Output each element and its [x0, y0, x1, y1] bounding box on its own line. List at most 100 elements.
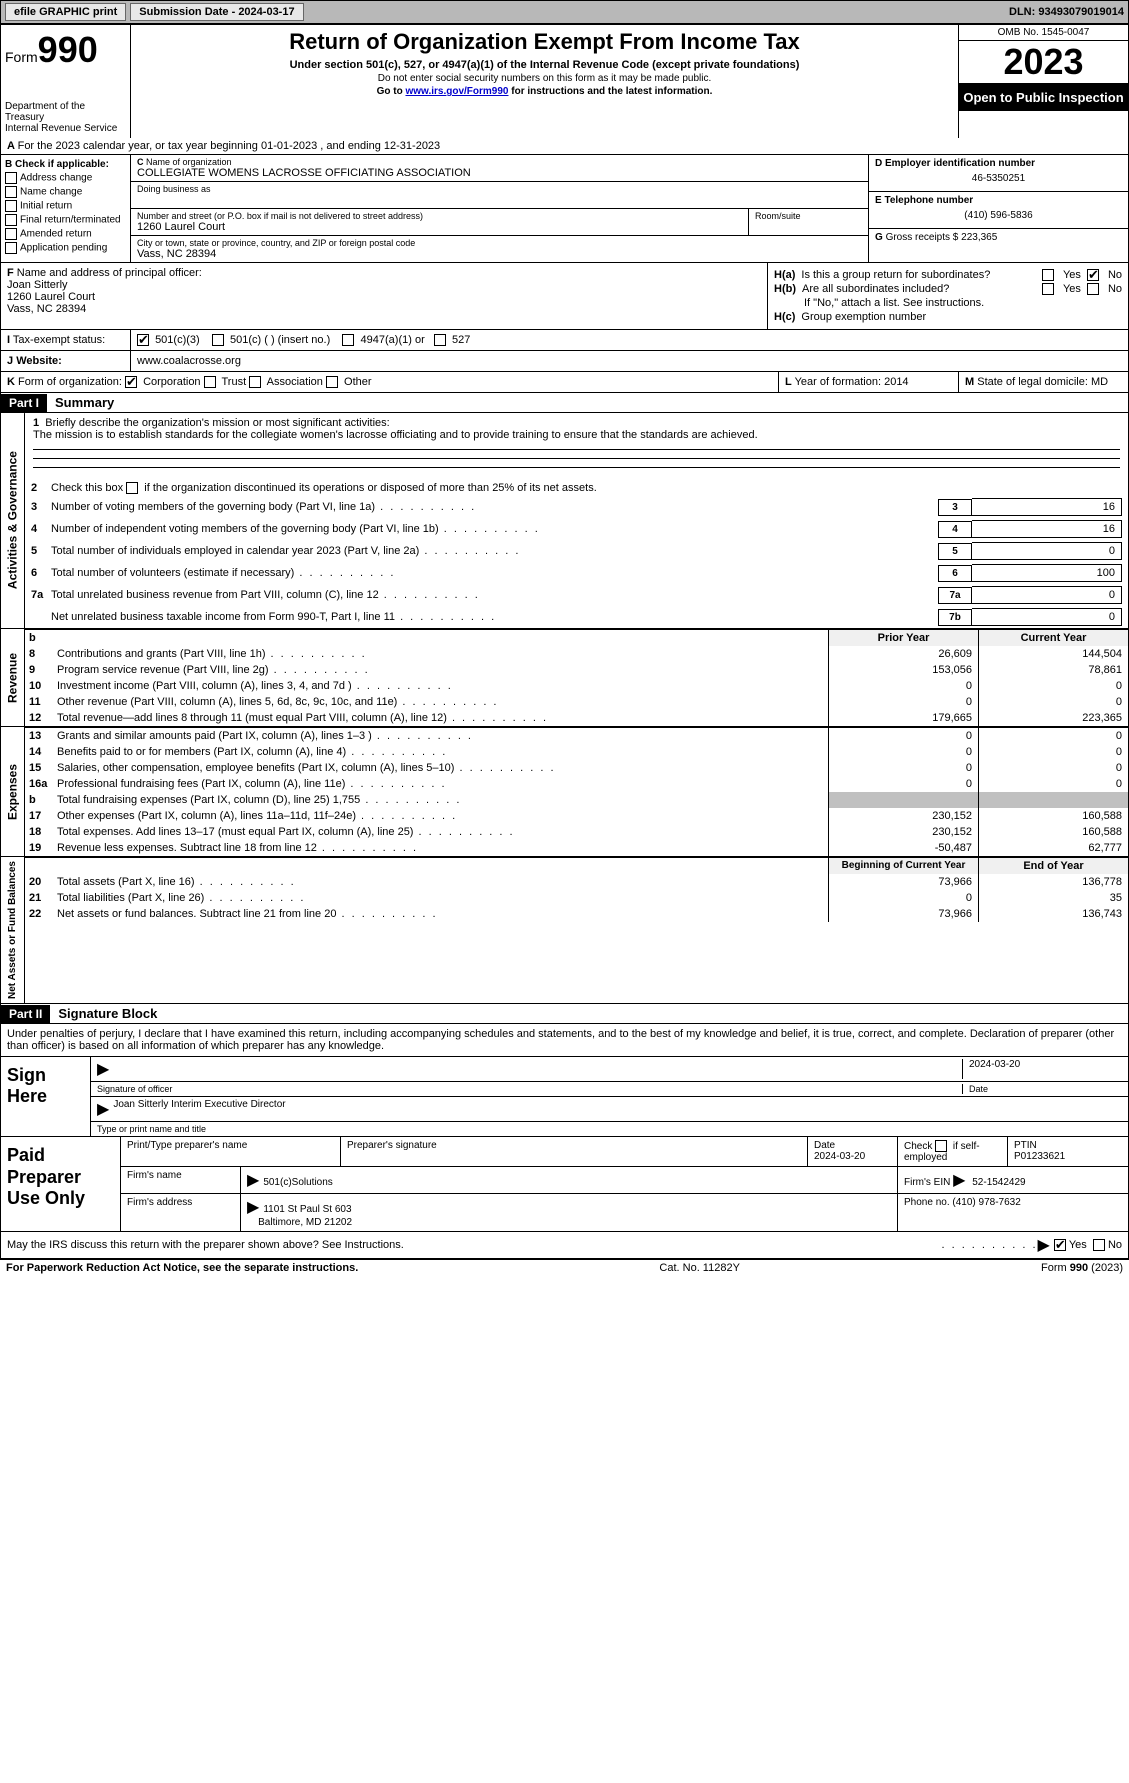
- arrow-icon: ▶: [247, 1199, 259, 1216]
- cb-name-change[interactable]: Name change: [5, 186, 126, 198]
- cb-amended-return[interactable]: Amended return: [5, 228, 126, 240]
- mission-label: Briefly describe the organization's miss…: [45, 417, 389, 429]
- cb-other[interactable]: [326, 376, 338, 388]
- instructions-note: Go to www.irs.gov/Form990 for instructio…: [139, 86, 950, 97]
- officer-city: Vass, NC 28394: [7, 303, 86, 315]
- irs-link[interactable]: www.irs.gov/Form990: [405, 86, 508, 97]
- efile-print-button[interactable]: efile GRAPHIC print: [5, 3, 126, 21]
- submission-date-button[interactable]: Submission Date - 2024-03-17: [130, 3, 303, 21]
- cb-application-pending[interactable]: Application pending: [5, 242, 126, 254]
- summary-line: 10Investment income (Part VIII, column (…: [25, 678, 1128, 694]
- cb-4947[interactable]: [342, 334, 354, 346]
- hb-no-checkbox[interactable]: [1087, 283, 1099, 295]
- ein-value: 46-5350251: [875, 169, 1122, 188]
- tel-value: (410) 596-5836: [875, 206, 1122, 225]
- summary-line: 14Benefits paid to or for members (Part …: [25, 744, 1128, 760]
- header-right-block: OMB No. 1545-0047 2023 Open to Public In…: [958, 25, 1128, 138]
- discuss-no-checkbox[interactable]: [1093, 1239, 1105, 1251]
- check-if-applicable: Check if applicable:: [15, 159, 109, 170]
- self-employed-label: Check if self-employed: [904, 1141, 980, 1163]
- org-name-label: Name of organization: [146, 157, 232, 167]
- part1-header: Part I: [1, 394, 47, 412]
- omb-number: OMB No. 1545-0047: [959, 25, 1128, 41]
- summary-line: 9Program service revenue (Part VIII, lin…: [25, 662, 1128, 678]
- summary-line: 15Salaries, other compensation, employee…: [25, 760, 1128, 776]
- firm-addr1: 1101 St Paul St 603: [263, 1204, 351, 1215]
- firm-phone-label: Phone no.: [904, 1197, 950, 1208]
- cb-501c3[interactable]: [137, 334, 149, 346]
- officer-street: 1260 Laurel Court: [7, 291, 95, 303]
- cb-final-return[interactable]: Final return/terminated: [5, 214, 126, 226]
- state-domicile-label: State of legal domicile:: [977, 376, 1088, 388]
- ptin-value: P01233621: [1014, 1151, 1065, 1162]
- section-c-block: C Name of organization COLLEGIATE WOMENS…: [131, 155, 868, 262]
- tel-label: Telephone number: [884, 195, 973, 206]
- hb-yes-checkbox[interactable]: [1042, 283, 1054, 295]
- top-bar: efile GRAPHIC print Submission Date - 20…: [0, 0, 1129, 24]
- firm-phone: (410) 978-7632: [952, 1197, 1020, 1208]
- state-domicile-value: MD: [1091, 376, 1108, 388]
- gross-value: 223,365: [961, 232, 997, 243]
- cb-self-employed[interactable]: [935, 1140, 947, 1152]
- summary-line: 8Contributions and grants (Part VIII, li…: [25, 646, 1128, 662]
- note2-pre: Go to: [377, 86, 406, 97]
- hb-label: Are all subordinates included?: [802, 283, 1036, 295]
- section-h-block: H(a) Is this a group return for subordin…: [768, 263, 1128, 329]
- ha-no-checkbox[interactable]: [1087, 269, 1099, 281]
- summary-line: 11Other revenue (Part VIII, column (A), …: [25, 694, 1128, 710]
- form-title: Return of Organization Exempt From Incom…: [139, 29, 950, 55]
- vtab-revenue: Revenue: [1, 629, 25, 726]
- sig-officer-label: Signature of officer: [97, 1084, 962, 1094]
- city-label: City or town, state or province, country…: [137, 238, 862, 248]
- form-org-label: Form of organization:: [18, 376, 122, 388]
- cb-initial-return[interactable]: Initial return: [5, 200, 126, 212]
- sign-date: 2024-03-20: [962, 1059, 1122, 1079]
- preparer-date: 2024-03-20: [814, 1151, 865, 1162]
- cb-association[interactable]: [249, 376, 261, 388]
- dept-label: Department of the Treasury: [5, 101, 126, 123]
- preparer-date-label: Date: [814, 1140, 835, 1151]
- ha-yes-checkbox[interactable]: [1042, 269, 1054, 281]
- form-subtitle: Under section 501(c), 527, or 4947(a)(1)…: [139, 59, 950, 71]
- sign-date-label: Date: [962, 1084, 1122, 1094]
- cb-discontinued[interactable]: [126, 482, 138, 494]
- summary-line: 5Total number of individuals employed in…: [25, 540, 1128, 562]
- cb-corporation[interactable]: [125, 376, 137, 388]
- website-value: www.coalacrosse.org: [131, 351, 1128, 371]
- year-formation-label: Year of formation:: [795, 376, 881, 388]
- calendar-year-text: For the 2023 calendar year, or tax year …: [18, 140, 441, 152]
- part2-title: Signature Block: [50, 1004, 165, 1023]
- col-prior-year: Prior Year: [828, 630, 978, 646]
- hc-label: Group exemption number: [801, 311, 926, 323]
- street-label: Number and street (or P.O. box if mail i…: [137, 211, 742, 221]
- discuss-yes-checkbox[interactable]: [1054, 1239, 1066, 1251]
- arrow-icon: ▶: [247, 1172, 259, 1189]
- officer-name: Joan Sitterly: [7, 279, 68, 291]
- section-b-checkboxes: B Check if applicable: Address change Na…: [1, 155, 131, 262]
- vtab-governance: Activities & Governance: [1, 413, 25, 628]
- dln-label: DLN: 93493079019014: [1009, 6, 1124, 18]
- ha-label: Is this a group return for subordinates?: [801, 269, 1036, 281]
- street-value: 1260 Laurel Court: [137, 221, 742, 233]
- cb-trust[interactable]: [204, 376, 216, 388]
- gross-label: Gross receipts $: [886, 232, 959, 243]
- website-label: Website:: [16, 355, 62, 367]
- cb-527[interactable]: [434, 334, 446, 346]
- summary-line: 16aProfessional fundraising fees (Part I…: [25, 776, 1128, 792]
- dba-label: Doing business as: [137, 184, 862, 194]
- cb-501c[interactable]: [212, 334, 224, 346]
- arrow-icon: ▶: [97, 1099, 109, 1119]
- firm-ein-label: Firm's EIN: [904, 1177, 950, 1188]
- vtab-expenses: Expenses: [1, 727, 25, 856]
- cb-address-change[interactable]: Address change: [5, 172, 126, 184]
- room-label: Room/suite: [755, 211, 862, 221]
- form-label: Form: [5, 49, 38, 65]
- irs-label: Internal Revenue Service: [5, 123, 126, 134]
- summary-line: 19Revenue less expenses. Subtract line 1…: [25, 840, 1128, 856]
- summary-line: 17Other expenses (Part IX, column (A), l…: [25, 808, 1128, 824]
- section-f-officer: F Name and address of principal officer:…: [1, 263, 768, 329]
- officer-label: Name and address of principal officer:: [17, 267, 202, 279]
- summary-line: 4Number of independent voting members of…: [25, 518, 1128, 540]
- summary-line: 6Total number of volunteers (estimate if…: [25, 562, 1128, 584]
- summary-line: 12Total revenue—add lines 8 through 11 (…: [25, 710, 1128, 726]
